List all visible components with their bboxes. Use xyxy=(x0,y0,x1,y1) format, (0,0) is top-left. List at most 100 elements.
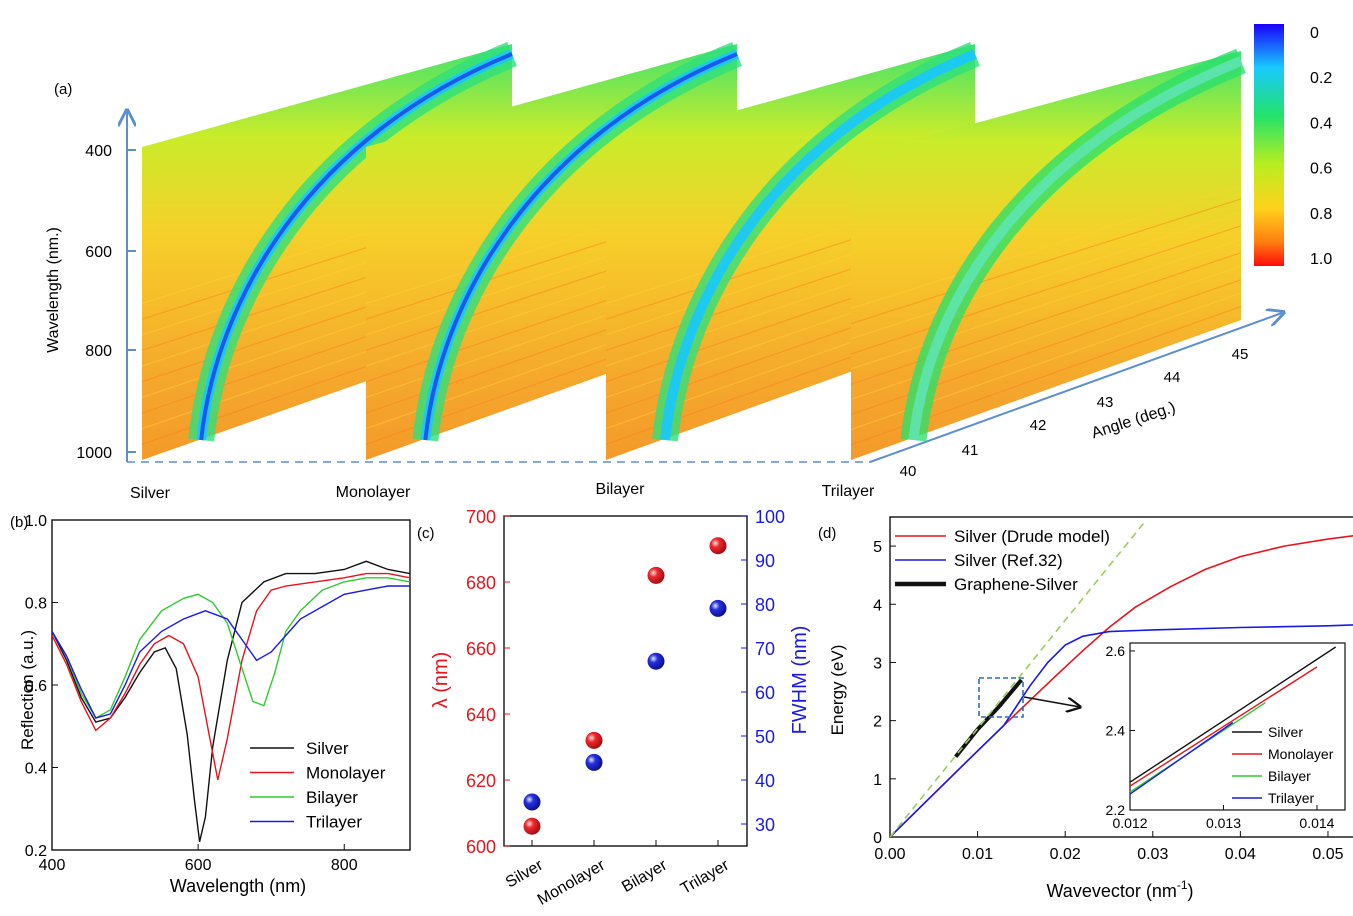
d-ytick-label: 0 xyxy=(873,830,882,847)
c-lambda-point xyxy=(523,817,541,835)
angle-tick-label: 45 xyxy=(1232,346,1249,363)
c-ylabel-left: λ (nm) xyxy=(430,652,452,709)
colorbar-tick-label: 0.6 xyxy=(1310,161,1332,178)
inset-ytick-label: 2.2 xyxy=(1106,802,1126,818)
c-ytick-right-label: 50 xyxy=(755,727,775,747)
a-ytick-label: 1000 xyxy=(76,445,112,462)
c-lambda-point xyxy=(585,731,603,749)
b-legend-label: Trilayer xyxy=(306,813,362,832)
c-ytick-right-label: 80 xyxy=(755,595,775,615)
c-plot-frame xyxy=(503,515,748,847)
angle-tick-label: 43 xyxy=(1097,394,1114,411)
panel-name-bilayer: Bilayer xyxy=(596,481,646,498)
inset-highlight-box xyxy=(978,677,1024,718)
d-legend-label: Graphene-Silver xyxy=(954,575,1078,594)
c-lambda-point xyxy=(647,566,665,584)
a-ytick-label: 600 xyxy=(85,244,112,261)
d-plot-frame xyxy=(889,516,1353,838)
panel-name-trilayer: Trilayer xyxy=(822,483,875,500)
d-xtick-label: 0.00 xyxy=(874,846,905,863)
panel-b: (b) 400 600 800 0.2 0.4 0.6 0.8 1.0 Silver Monol… xyxy=(10,513,411,896)
angle-tick-label: 41 xyxy=(962,442,979,459)
c-ytick-right-label: 90 xyxy=(755,551,775,571)
colorbar-tick-label: 1.0 xyxy=(1310,251,1332,268)
c-ytick-left-label: 640 xyxy=(466,705,496,725)
d-xlabel: Wavevector (nm-1) xyxy=(1046,878,1193,901)
inset-plot: 0.012 0.013 0.014 2.2 2.4 2.6 Silver Monolayer… xyxy=(1106,642,1346,831)
b-xtick-label: 400 xyxy=(39,857,66,874)
d-ylabel: Energy (eV) xyxy=(828,645,847,736)
inset-xtick-label: 0.013 xyxy=(1206,815,1241,831)
panel-c: (c) 600 620 640 660 680 700 30 40 50 60 70 80 90 100 S… xyxy=(417,507,811,909)
colorbar-tick-label: 0.4 xyxy=(1310,115,1332,132)
b-legend-label: Silver xyxy=(306,739,349,758)
angle-tick-label: 42 xyxy=(1030,417,1047,434)
inset-ytick-label: 2.4 xyxy=(1106,722,1126,738)
c-ytick-right-label: 70 xyxy=(755,639,775,659)
b-ylabel: Reflection (a.u.) xyxy=(18,630,37,750)
b-legend-label: Monolayer xyxy=(306,764,386,783)
b-legend-label: Bilayer xyxy=(306,788,358,807)
b-series-trilayer xyxy=(52,585,410,719)
inset-xtick-label: 0.014 xyxy=(1299,815,1334,831)
d-light-line xyxy=(890,522,1145,837)
a-ytick-label: 800 xyxy=(85,343,112,360)
c-ytick-left-label: 600 xyxy=(466,837,496,857)
d-xtick-label: 0.02 xyxy=(1050,846,1081,863)
c-fwhm-point xyxy=(647,652,665,670)
d-series-silver-ref-32- xyxy=(890,624,1353,837)
b-series-bilayer xyxy=(52,577,410,719)
d-ytick-label: 4 xyxy=(873,597,882,614)
d-ytick-label: 2 xyxy=(873,714,882,731)
c-lambda-point xyxy=(709,537,727,555)
c-ytick-left-label: 660 xyxy=(466,639,496,659)
d-ytick-label: 3 xyxy=(873,655,882,672)
d-ytick-label: 5 xyxy=(873,539,882,556)
panel-name-silver: Silver xyxy=(130,485,171,502)
b-ytick-label: 0.6 xyxy=(25,678,47,695)
inset-legend-label: Silver xyxy=(1268,724,1303,740)
c-ytick-left-label: 620 xyxy=(466,771,496,791)
d-xtick-label: 0.04 xyxy=(1225,846,1256,863)
b-xtick-label: 600 xyxy=(185,857,212,874)
heatmap-sheets xyxy=(141,41,1246,460)
b-xtick-label: 800 xyxy=(331,857,358,874)
panel-c-label: (c) xyxy=(417,525,435,542)
b-series-monolayer xyxy=(52,572,410,781)
c-fwhm-point xyxy=(709,599,727,617)
b-ytick-label: 0.8 xyxy=(25,596,47,613)
b-ytick-label: 1.0 xyxy=(25,513,47,530)
d-legend-label: Silver (Ref.32) xyxy=(954,551,1063,570)
inset-xtick-label: 0.012 xyxy=(1112,815,1147,831)
d-ytick-label: 1 xyxy=(873,772,882,789)
c-ytick-right-label: 100 xyxy=(755,507,785,527)
panel-d: (d) 0.00 0.01 0.02 0.03 0.04 0.05 0 1 2 3 4 5 Silve… xyxy=(818,516,1353,901)
panel-a-label: (a) xyxy=(54,81,72,98)
inset-legend-label: Bilayer xyxy=(1268,768,1311,784)
a-ylabel: Wavelength (nm.) xyxy=(45,227,62,353)
b-series-silver xyxy=(52,560,410,842)
inset-ytick-label: 2.6 xyxy=(1106,643,1126,659)
b-xlabel: Wavelength (nm) xyxy=(170,876,306,896)
inset-series-silver xyxy=(1129,646,1337,783)
c-xtick-label: Bilayer xyxy=(619,856,670,896)
colorbar-tick-label: 0.8 xyxy=(1310,206,1332,223)
panel-b-label: (b) xyxy=(10,514,28,531)
a-ytick-label: 400 xyxy=(85,143,112,160)
angle-tick-label: 40 xyxy=(900,463,917,480)
colorbar-tick-label: 0 xyxy=(1310,25,1319,42)
c-xtick-label: Monolayer xyxy=(535,856,609,908)
angle-axis-line xyxy=(869,313,1282,463)
d-xtick-label: 0.03 xyxy=(1137,846,1168,863)
b-ytick-label: 0.2 xyxy=(25,843,47,860)
inset-frame xyxy=(1129,642,1346,811)
angle-tick-label: 44 xyxy=(1164,369,1181,386)
c-ytick-left-label: 680 xyxy=(466,573,496,593)
colorbar xyxy=(1254,24,1284,266)
inset-series-monolayer xyxy=(1129,666,1318,787)
d-xtick-label: 0.05 xyxy=(1312,846,1343,863)
heatmap-sheet-trilayer xyxy=(850,48,1246,460)
inset-legend-label: Trilayer xyxy=(1268,790,1314,806)
panel-a: (a) 400 600 800 1000 Wavelength (nm.) 40 41 4… xyxy=(45,24,1332,502)
